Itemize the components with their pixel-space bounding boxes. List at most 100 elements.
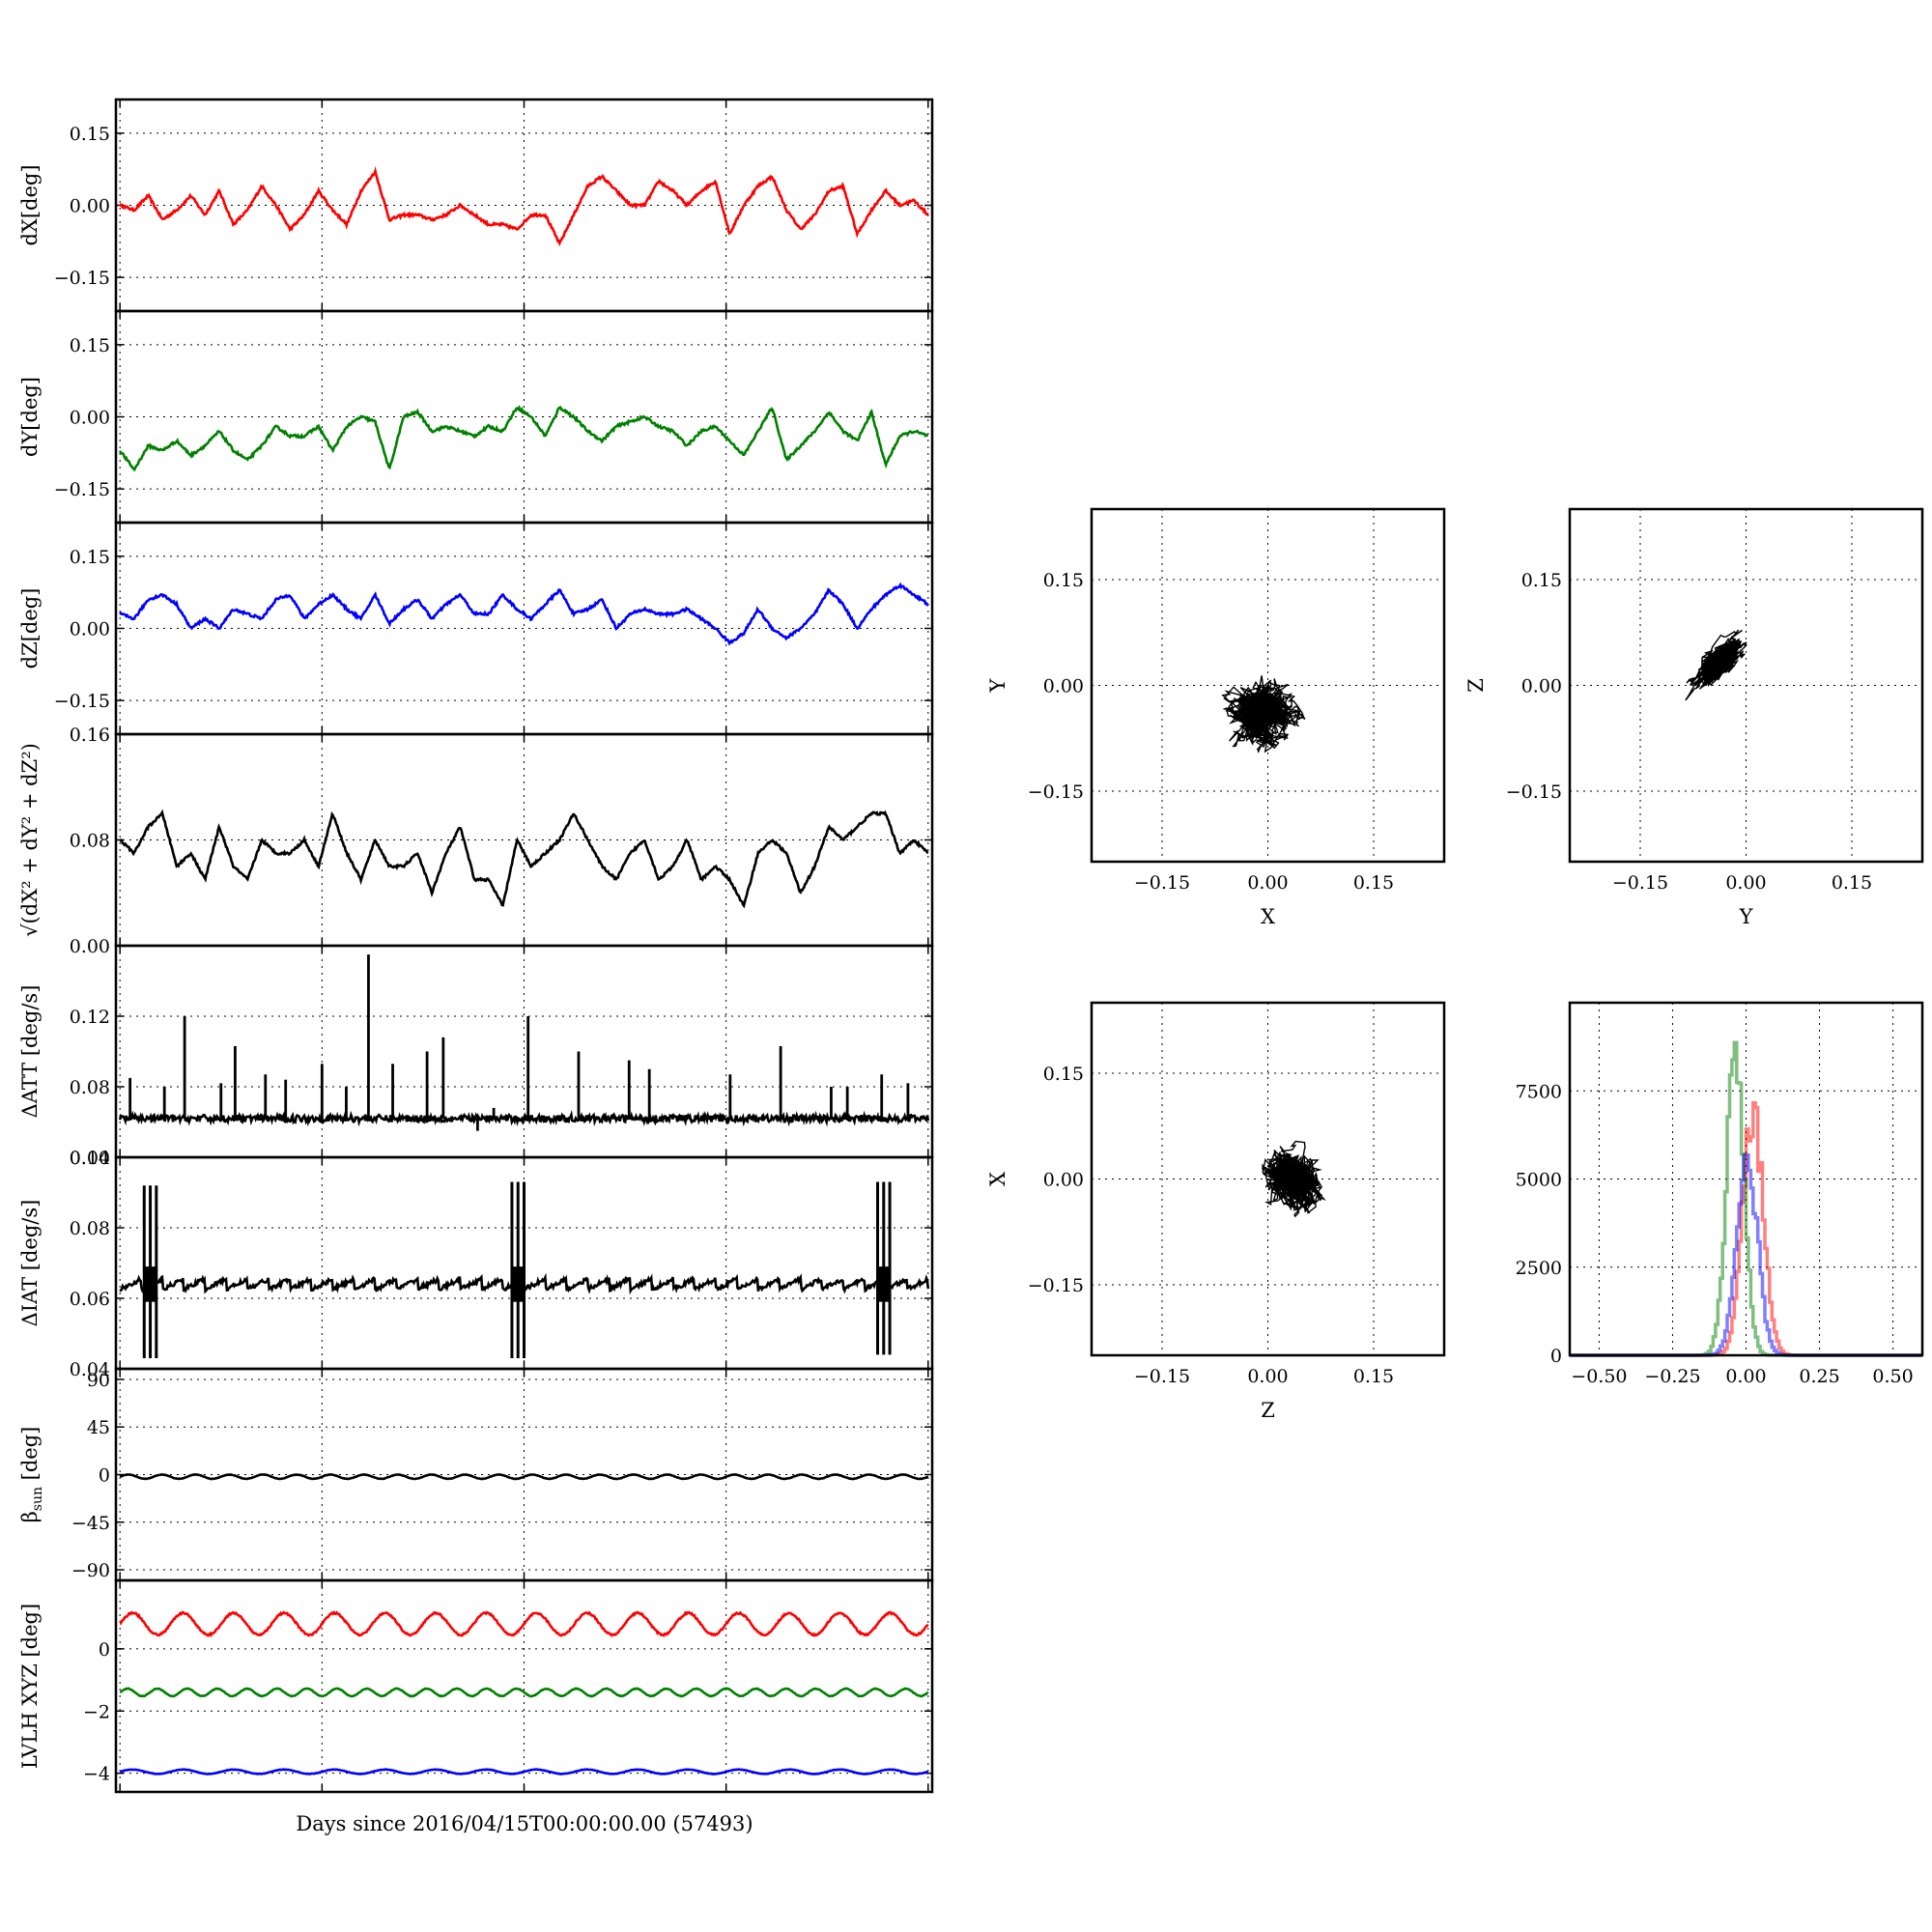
y-tick-label: 5000 <box>1516 1170 1562 1191</box>
y-tick-label: 0.00 <box>70 196 110 217</box>
y-tick-label: −0.15 <box>1028 781 1084 803</box>
y-tick-label: 0.08 <box>70 831 110 852</box>
time-series-panels: −0.15 0.00 0.15 dX[deg] −0.15 0.00 0.15 dY[deg]… <box>18 98 934 1794</box>
x-tick-label: −0.25 <box>1644 1366 1700 1387</box>
y-axis-label: X <box>986 1172 1009 1186</box>
panel-frame <box>114 944 934 1159</box>
y-tick-label: 7500 <box>1516 1081 1562 1102</box>
panel-dr: 0.00 0.08 0.16 √(dX² + dY² + dZ²) <box>18 724 934 957</box>
y-tick-label: 0.00 <box>1043 676 1084 697</box>
y-tick-label: −2 <box>83 1701 110 1722</box>
y-tick-label: 0.15 <box>1043 1064 1084 1085</box>
y-tick-label: 45 <box>87 1417 110 1438</box>
y-tick-label: 0.04 <box>70 1359 110 1380</box>
x-tick-label: 0.15 <box>1353 1366 1394 1387</box>
shared-x-axis-label: Days since 2016/04/15T00:00:00.00 (57493… <box>296 1812 753 1835</box>
y-tick-label: 0 <box>99 1639 110 1661</box>
burst-core <box>877 1266 891 1302</box>
x-axis-label: X <box>1261 905 1275 928</box>
panel-yz: −0.15 −0.15 0.00 0.00 0.15 0.15 Y Z <box>1464 507 1924 928</box>
y-tick-label: 0.15 <box>70 547 110 568</box>
panel-zx: −0.15 −0.15 0.00 0.00 0.15 0.15 Z X <box>986 1001 1446 1422</box>
panel-frame <box>114 1578 934 1794</box>
y-axis-label: LVLH XYZ [deg] <box>18 1604 42 1769</box>
y-tick-label: 0.15 <box>70 124 110 145</box>
y-tick-label: −45 <box>71 1513 110 1534</box>
panel-dx: −0.15 0.00 0.15 dX[deg] <box>18 98 934 313</box>
y-axis-label: √(dX² + dY² + dZ²) <box>18 743 42 937</box>
panel-dy: −0.15 0.00 0.15 dY[deg] <box>18 309 934 525</box>
x-axis-label: Z <box>1261 1399 1275 1422</box>
x-tick-label: −0.15 <box>1134 1366 1190 1387</box>
y-tick-label: 0.00 <box>70 619 110 640</box>
y-axis-label: βsun [deg] <box>18 1427 45 1523</box>
y-tick-label: 0.00 <box>70 936 110 957</box>
series-lvlh-0 <box>119 1609 929 1638</box>
y-tick-label: 2500 <box>1516 1258 1562 1279</box>
x-tick-label: 0.00 <box>1725 1366 1766 1387</box>
y-tick-label: 0.00 <box>1043 1170 1084 1191</box>
y-tick-label: −4 <box>83 1764 110 1785</box>
x-tick-label: −0.50 <box>1571 1366 1627 1387</box>
y-axis-label: Z <box>1464 678 1488 693</box>
y-axis-label: dX[deg] <box>18 164 42 245</box>
scatter-trajectory <box>1221 675 1306 753</box>
y-tick-label: −90 <box>71 1560 110 1581</box>
y-tick-label: 0.06 <box>70 1289 110 1310</box>
series-datt-baseline <box>118 1110 930 1127</box>
x-tick-label: 0.25 <box>1799 1366 1839 1387</box>
x-tick-label: 0.15 <box>1832 872 1872 894</box>
y-tick-label: 0.00 <box>1521 676 1562 697</box>
y-axis-label-subscript: sun <box>30 1487 45 1511</box>
y-axis-label: Y <box>986 677 1009 693</box>
burst-core <box>144 1266 156 1302</box>
series-dr-0 <box>119 809 929 909</box>
panel-xy: −0.15 −0.15 0.00 0.00 0.15 0.15 X Y <box>986 507 1446 928</box>
y-tick-label: 0.10 <box>70 1148 110 1169</box>
series-dz-0 <box>119 582 929 646</box>
panel-datt: 0.04 0.08 0.12 ΔATT [deg/s] <box>18 944 934 1169</box>
panel-beta: −90 −45 0 45 90 βsun [deg] <box>18 1367 934 1582</box>
y-tick-label: −0.15 <box>1028 1275 1084 1296</box>
scatter-trajectory <box>1685 629 1748 701</box>
series-lvlh-2 <box>119 1768 929 1776</box>
y-tick-label: 0 <box>1550 1346 1562 1367</box>
y-axis-label-unit: [deg] <box>18 1427 42 1487</box>
y-tick-label: 0.08 <box>70 1218 110 1239</box>
y-axis-label: dZ[deg] <box>18 588 42 669</box>
x-tick-label: 0.00 <box>1247 1366 1288 1387</box>
y-tick-label: 0 <box>99 1465 110 1487</box>
x-tick-label: 0.50 <box>1872 1366 1913 1387</box>
panel-lvlh: −4 −2 0 LVLH XYZ [deg] <box>18 1578 934 1794</box>
panel-frame <box>1090 507 1446 864</box>
y-tick-label: 0.15 <box>70 335 110 356</box>
y-tick-label: −0.15 <box>54 268 110 289</box>
panel-dz: −0.15 0.00 0.15 dZ[deg] <box>18 521 934 736</box>
panel-frame <box>1568 1001 1924 1357</box>
series-dx-0 <box>119 166 929 247</box>
panel-hist: −0.50 −0.25 0.00 0.25 0.50 0 2500 5000 7500 <box>1516 1001 1924 1387</box>
y-tick-label: 0.16 <box>70 724 110 746</box>
y-tick-label: 0.15 <box>1521 570 1562 591</box>
x-tick-label: −0.15 <box>1612 872 1668 894</box>
x-tick-label: 0.15 <box>1353 872 1394 894</box>
series-beta-0 <box>119 1472 929 1481</box>
y-tick-label: −0.15 <box>54 691 110 712</box>
series-lvlh-1 <box>119 1687 929 1698</box>
y-tick-label: −0.15 <box>54 479 110 500</box>
x-tick-label: −0.15 <box>1134 872 1190 894</box>
y-tick-label: 0.15 <box>1043 570 1084 591</box>
series-dy-0 <box>118 404 928 472</box>
y-tick-label: 0.00 <box>70 408 110 429</box>
scatter-trajectory <box>1261 1140 1326 1218</box>
y-axis-label: ΔIAT [deg/s] <box>18 1200 42 1327</box>
y-tick-label: −0.15 <box>1506 781 1562 803</box>
y-tick-label: 0.12 <box>70 1007 110 1028</box>
burst-core <box>511 1266 525 1302</box>
y-tick-label: 90 <box>87 1370 110 1391</box>
y-tick-label: 0.04 <box>70 1148 110 1169</box>
y-axis-label: ΔATT [deg/s] <box>18 985 42 1119</box>
x-axis-label: Y <box>1739 905 1754 928</box>
panel-frame <box>1090 1001 1446 1357</box>
